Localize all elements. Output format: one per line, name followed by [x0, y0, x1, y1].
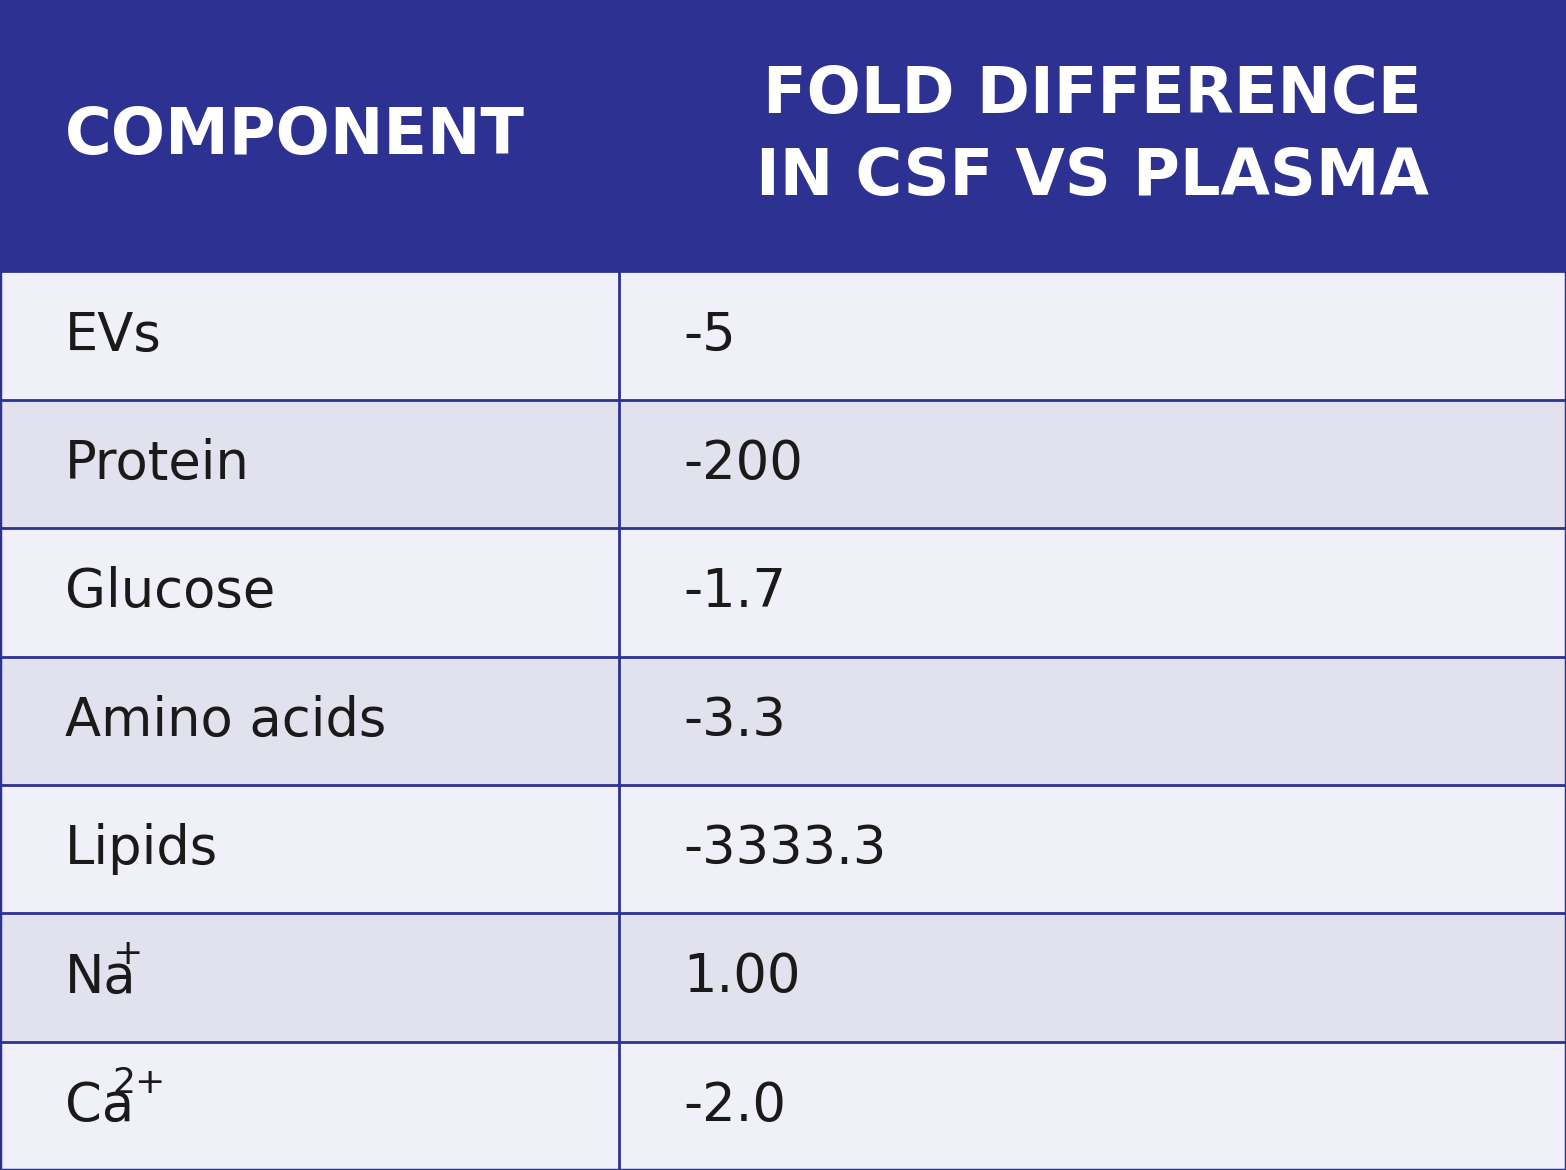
Text: -3333.3: -3333.3 [684, 823, 886, 875]
Bar [0, 400, 1566, 528]
Text: -200: -200 [684, 438, 803, 490]
Text: +: + [113, 937, 143, 971]
Text: -1.7: -1.7 [684, 566, 786, 619]
Bar [0, 271, 1566, 400]
Text: COMPONENT: COMPONENT [66, 105, 525, 166]
Text: Na: Na [66, 951, 136, 1004]
Text: Lipids: Lipids [66, 823, 218, 875]
Bar [0, 914, 1566, 1041]
Text: -2.0: -2.0 [684, 1080, 786, 1131]
Text: FOLD DIFFERENCE
IN CSF VS PLASMA: FOLD DIFFERENCE IN CSF VS PLASMA [756, 64, 1428, 207]
Text: -3.3: -3.3 [684, 695, 786, 746]
Text: EVs: EVs [66, 310, 161, 362]
Text: Protein: Protein [66, 438, 251, 490]
Bar [0, 0, 1566, 271]
Text: Glucose: Glucose [66, 566, 276, 619]
Bar [0, 656, 1566, 785]
Text: 1.00: 1.00 [684, 951, 802, 1004]
Bar [0, 528, 1566, 656]
Text: -5: -5 [684, 310, 736, 362]
Text: Ca: Ca [66, 1080, 135, 1131]
Text: 2+: 2+ [113, 1066, 166, 1100]
Bar [0, 1041, 1566, 1170]
Bar [0, 785, 1566, 914]
Text: Amino acids: Amino acids [66, 695, 387, 746]
